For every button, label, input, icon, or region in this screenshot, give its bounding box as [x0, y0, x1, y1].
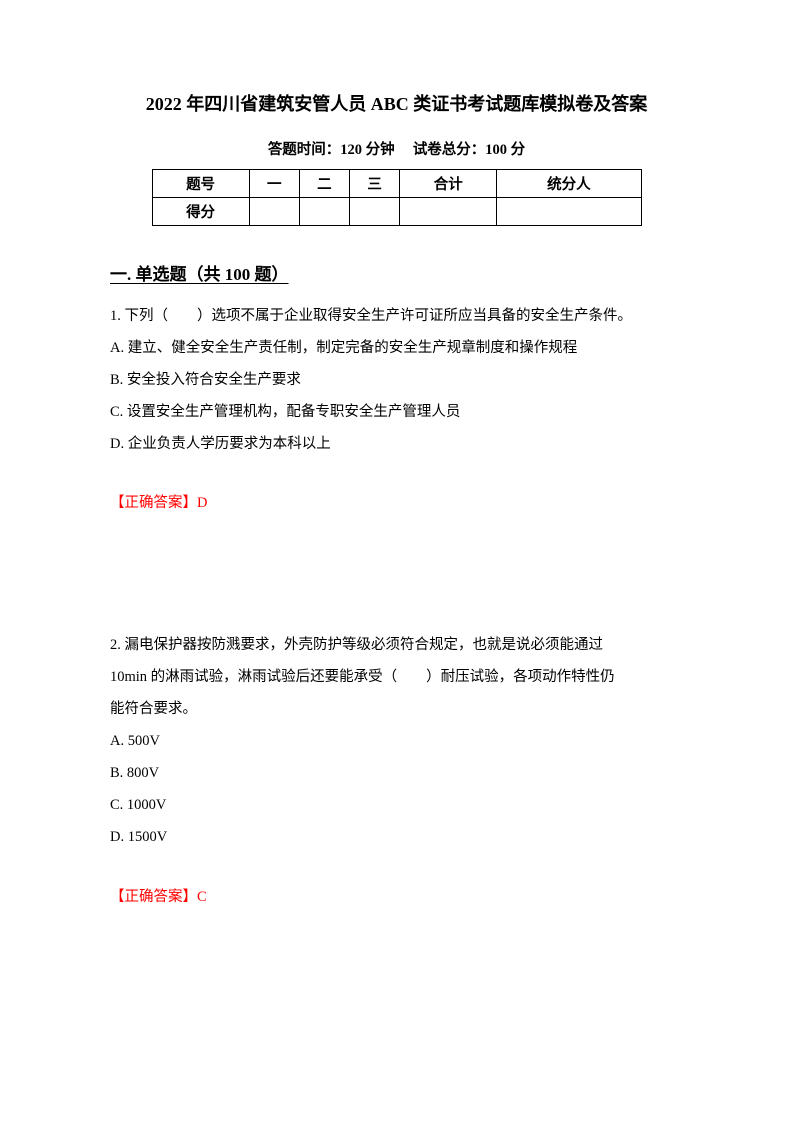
q1-option-a: A. 建立、健全安全生产责任制，制定完备的安全生产规章制度和操作规程: [110, 333, 683, 365]
header-cell: 题号: [152, 170, 249, 198]
exam-subtitle: 答题时间：120 分钟 试卷总分：100 分: [110, 138, 683, 159]
q2-stem-line1: 2. 漏电保护器按防溅要求，外壳防护等级必须符合规定，也就是说必须能通过: [110, 630, 683, 662]
q2-option-c: C. 1000V: [110, 790, 683, 822]
score-cell: [350, 198, 400, 226]
score-cell: [400, 198, 497, 226]
header-cell: 合计: [400, 170, 497, 198]
row-label-cell: 得分: [152, 198, 249, 226]
q1-answer: 【正确答案】D: [110, 488, 683, 520]
score-cell: [249, 198, 299, 226]
question-2: 2. 漏电保护器按防溅要求，外壳防护等级必须符合规定，也就是说必须能通过 10m…: [110, 630, 683, 913]
section-title: 一. 单选题（共 100 题）: [110, 260, 683, 285]
question-1: 1. 下列（ ）选项不属于企业取得安全生产许可证所应当具备的安全生产条件。 A.…: [110, 301, 683, 520]
q1-option-c: C. 设置安全生产管理机构，配备专职安全生产管理人员: [110, 397, 683, 429]
q2-option-b: B. 800V: [110, 758, 683, 790]
score-table: 题号 一 二 三 合计 统分人 得分: [152, 169, 642, 226]
header-cell: 三: [350, 170, 400, 198]
score-label: 试卷总分：100 分: [413, 142, 525, 158]
header-cell: 一: [249, 170, 299, 198]
q2-answer: 【正确答案】C: [110, 882, 683, 914]
q2-option-d: D. 1500V: [110, 822, 683, 854]
score-cell: [497, 198, 641, 226]
q1-option-b: B. 安全投入符合安全生产要求: [110, 365, 683, 397]
q2-stem-line3: 能符合要求。: [110, 694, 683, 726]
header-cell: 二: [299, 170, 349, 198]
q2-option-a: A. 500V: [110, 726, 683, 758]
q2-stem-line2: 10min 的淋雨试验，淋雨试验后还要能承受（ ）耐压试验，各项动作特性仍: [110, 662, 683, 694]
header-cell: 统分人: [497, 170, 641, 198]
time-label: 答题时间：120 分钟: [268, 142, 395, 158]
q1-option-d: D. 企业负责人学历要求为本科以上: [110, 429, 683, 461]
table-score-row: 得分: [152, 198, 641, 226]
score-cell: [299, 198, 349, 226]
table-header-row: 题号 一 二 三 合计 统分人: [152, 170, 641, 198]
q1-stem: 1. 下列（ ）选项不属于企业取得安全生产许可证所应当具备的安全生产条件。: [110, 301, 683, 333]
exam-title: 2022 年四川省建筑安管人员 ABC 类证书考试题库模拟卷及答案: [110, 90, 683, 116]
